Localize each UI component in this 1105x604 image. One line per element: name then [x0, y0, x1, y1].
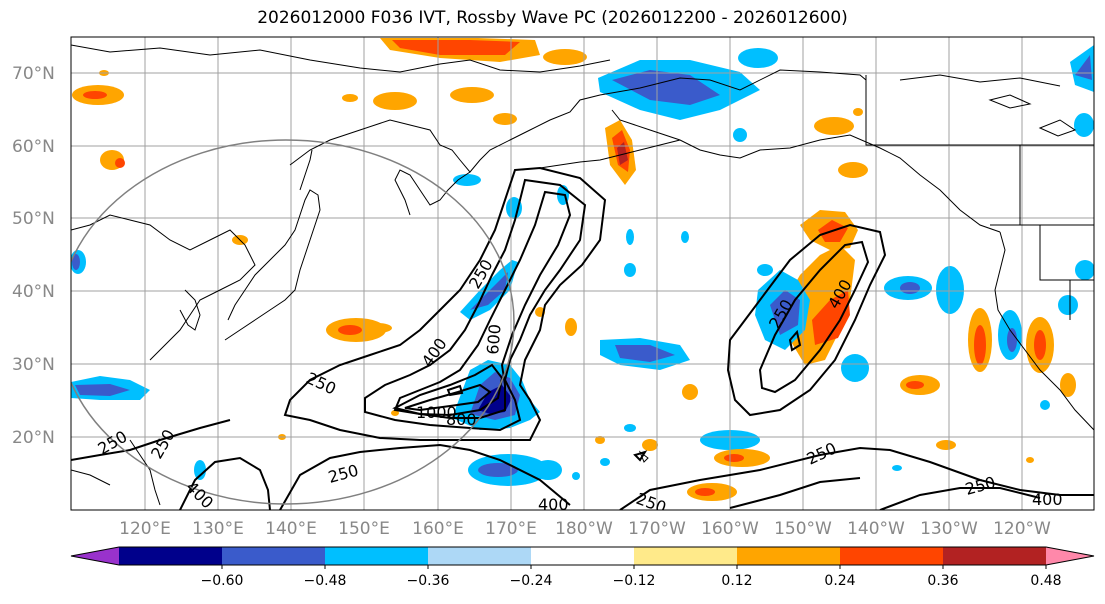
- lon-label: 150°E: [338, 519, 390, 539]
- lat-label: 40°N: [12, 282, 55, 302]
- lat-label: 50°N: [12, 209, 55, 229]
- contour-label-group: 250 250 250 400 600 1000 800 250 400 250…: [95, 256, 1063, 514]
- colorbar-bin: [943, 547, 1047, 565]
- colorbar-extend-high: [1046, 547, 1094, 565]
- lat-labels: 70°N 60°N 50°N 40°N 30°N 20°N: [12, 64, 55, 448]
- map-title: 2026012000 F036 IVT, Rossby Wave PC (202…: [257, 8, 848, 28]
- colorbar: −0.60 −0.48 −0.36 −0.24 −0.12 0.12 0.24 0.36 0.4…: [70, 546, 1095, 589]
- lon-label: 160°E: [412, 519, 464, 539]
- plot-area: [71, 37, 1094, 510]
- lon-labels: 120°E 130°E 140°E 150°E 160°E 170°E 180°…: [119, 519, 1051, 539]
- contour-label: 1000: [416, 403, 457, 422]
- colorbar-bin: [737, 547, 841, 565]
- reference-circle: [71, 139, 515, 505]
- lon-label: 170°E: [485, 519, 537, 539]
- anomaly-fills: [71, 38, 1094, 501]
- lat-label: 70°N: [12, 64, 55, 84]
- colorbar-label: 0.48: [1030, 573, 1061, 589]
- lon-label: 120°W: [993, 519, 1051, 539]
- coastlines: [71, 44, 1094, 506]
- contour-label: 600: [483, 323, 505, 355]
- colorbar-label: −0.12: [613, 573, 656, 589]
- colorbar-bin: [531, 547, 635, 565]
- colorbar-bin: [222, 547, 326, 565]
- colorbar-outline: [70, 546, 1095, 566]
- colorbar-bin: [428, 547, 532, 565]
- colorbar-label: 0.24: [824, 573, 855, 589]
- ivt-contours: [71, 166, 1094, 510]
- colorbar-label: 0.36: [927, 573, 958, 589]
- colorbar-label: −0.24: [510, 573, 553, 589]
- lon-label: 120°E: [119, 519, 171, 539]
- lat-label: 20°N: [12, 428, 55, 448]
- lon-label: 160°W: [701, 519, 759, 539]
- colorbar-bin: [634, 547, 738, 565]
- colorbar-extend-low: [71, 547, 119, 565]
- contour-label: 400: [1032, 490, 1063, 509]
- lon-label: 140°E: [265, 519, 317, 539]
- lon-label: 130°E: [192, 519, 244, 539]
- colorbar-label: −0.36: [407, 573, 450, 589]
- contour-label: 800: [446, 410, 477, 429]
- colorbar-bin: [325, 547, 429, 565]
- lon-label: 140°W: [847, 519, 905, 539]
- colorbar-label: −0.60: [201, 573, 244, 589]
- lon-label: 180°W: [555, 519, 613, 539]
- lon-label: 170°W: [628, 519, 686, 539]
- colorbar-label: −0.48: [304, 573, 347, 589]
- lat-label: 30°N: [12, 355, 55, 375]
- colorbar-bin: [119, 547, 223, 565]
- lat-label: 60°N: [12, 137, 55, 157]
- plot-frame: [70, 36, 1095, 511]
- contour-label: 400: [538, 495, 569, 514]
- lon-label: 130°W: [920, 519, 978, 539]
- colorbar-bin: [840, 547, 944, 565]
- lon-label: 150°W: [774, 519, 832, 539]
- colorbar-label: 0.12: [721, 573, 752, 589]
